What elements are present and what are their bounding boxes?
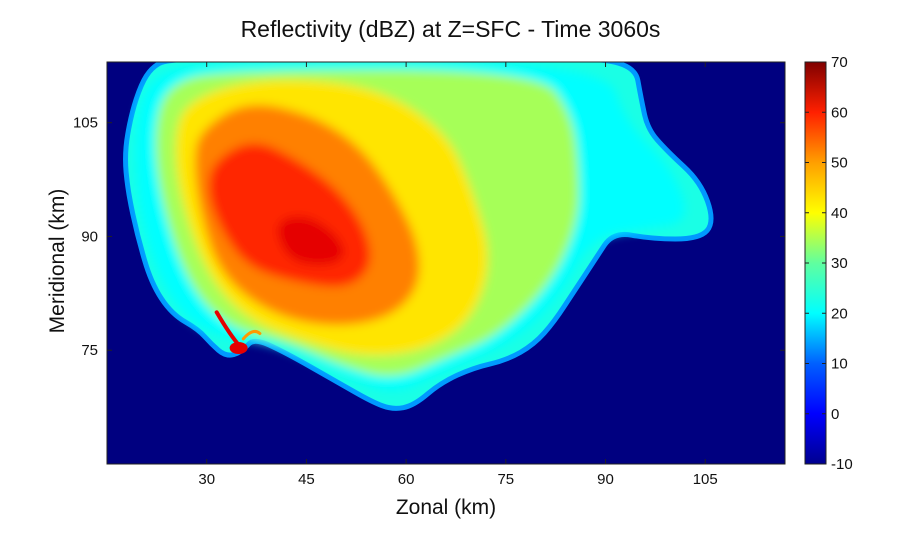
colorbar-tick-label: 60 xyxy=(831,104,848,121)
colorbar-tick-label: 10 xyxy=(831,356,848,373)
colorbar-tick-label: 30 xyxy=(831,255,848,272)
colorbar: 70 60 50 40 30 20 10 0 -10 xyxy=(804,54,853,473)
colorbar-tick-label: -10 xyxy=(831,456,853,473)
colorbar-tick-label: 20 xyxy=(831,305,848,322)
x-tick-label: 90 xyxy=(597,471,614,488)
x-axis-label: Zonal (km) xyxy=(395,496,497,519)
plot-area xyxy=(107,62,785,464)
hook-echo xyxy=(214,310,262,354)
y-tick-label: 105 xyxy=(73,115,98,132)
colorbar-tick-label: 70 xyxy=(831,54,848,71)
colorbar-tick-label: 40 xyxy=(831,205,848,222)
intensity-layers xyxy=(135,62,685,391)
axes: 30 45 60 75 90 105 75 90 105 xyxy=(73,61,786,488)
x-tick-label: 75 xyxy=(497,471,514,488)
x-tick-label: 60 xyxy=(398,471,415,488)
chart-title: Reflectivity (dBZ) at Z=SFC - Time 3060s xyxy=(240,16,661,42)
y-tick-label: 75 xyxy=(81,342,98,359)
colorbar-tick-label: 0 xyxy=(831,406,839,423)
plot-frame xyxy=(106,61,786,465)
colorbar-tick-label: 50 xyxy=(831,155,848,172)
x-tick-label: 45 xyxy=(298,471,315,488)
x-tick-label: 30 xyxy=(198,471,215,488)
x-tick-label: 105 xyxy=(693,471,718,488)
intensity-region-62dbz xyxy=(277,216,344,265)
y-tick-label: 90 xyxy=(81,228,98,245)
